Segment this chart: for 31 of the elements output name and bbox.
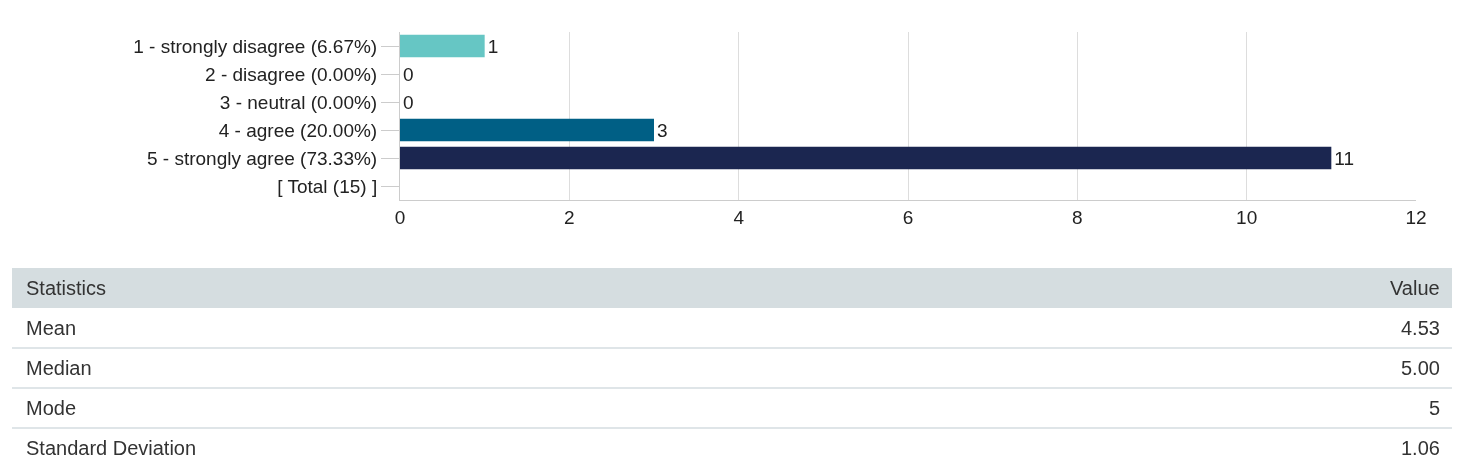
data-label: 1 xyxy=(487,35,499,57)
x-tick-label: 10 xyxy=(1236,206,1258,228)
y-tick-label: 3 - neutral (0.00%) xyxy=(219,91,378,113)
data-label: 0 xyxy=(403,91,414,113)
text: Value xyxy=(1390,277,1440,299)
text: 5.00 xyxy=(1401,357,1440,379)
text: 4.53 xyxy=(1401,317,1440,339)
bar xyxy=(400,34,485,58)
y-tick-label: [ Total (15) ] xyxy=(277,175,378,197)
text: Median xyxy=(26,357,92,379)
x-tick-label: 0 xyxy=(394,206,406,228)
text: Mean xyxy=(26,317,77,339)
x-tick-label: 12 xyxy=(1405,206,1427,228)
text: 5 xyxy=(1429,397,1441,419)
text: Statistics xyxy=(26,277,107,299)
y-tick-label: 5 - strongly agree (73.33%) xyxy=(146,147,378,169)
y-tick-label: 2 - disagree (0.00%) xyxy=(205,63,378,85)
x-tick-label: 6 xyxy=(902,206,914,228)
y-tick-label: 4 - agree (20.00%) xyxy=(218,119,378,141)
text: 1.06 xyxy=(1401,437,1440,459)
bar xyxy=(400,146,1332,170)
data-label: 11 xyxy=(1334,147,1355,169)
text: Mode xyxy=(26,397,77,419)
data-label: 0 xyxy=(403,63,414,85)
x-tick-label: 8 xyxy=(1072,206,1083,228)
text: Standard Deviation xyxy=(26,437,197,459)
x-tick-label: 2 xyxy=(564,206,575,228)
y-tick-label: 1 - strongly disagree (6.67%) xyxy=(133,35,378,57)
data-label: 3 xyxy=(657,119,668,141)
x-tick-label: 4 xyxy=(733,206,745,228)
bar xyxy=(400,118,654,142)
